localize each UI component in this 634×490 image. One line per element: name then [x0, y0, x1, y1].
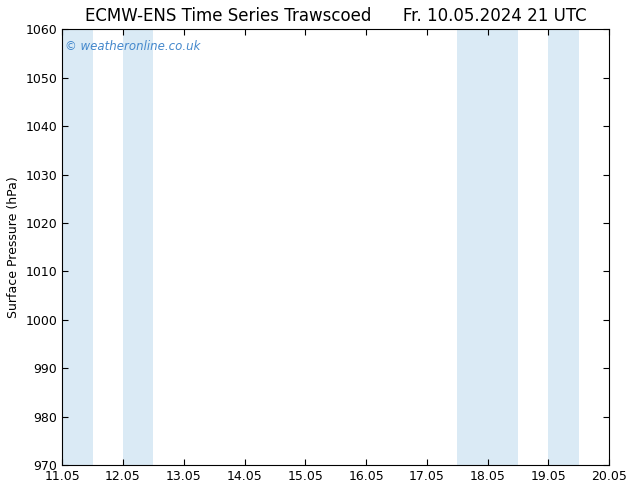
Bar [457, 29, 488, 465]
Title: ECMW-ENS Time Series Trawscoed      Fr. 10.05.2024 21 UTC: ECMW-ENS Time Series Trawscoed Fr. 10.05… [85, 7, 586, 25]
Bar [609, 29, 634, 465]
Bar [123, 29, 153, 465]
Text: © weatheronline.co.uk: © weatheronline.co.uk [65, 40, 200, 53]
Bar [488, 29, 518, 465]
Y-axis label: Surface Pressure (hPa): Surface Pressure (hPa) [7, 176, 20, 318]
Bar [548, 29, 579, 465]
Bar [62, 29, 93, 465]
